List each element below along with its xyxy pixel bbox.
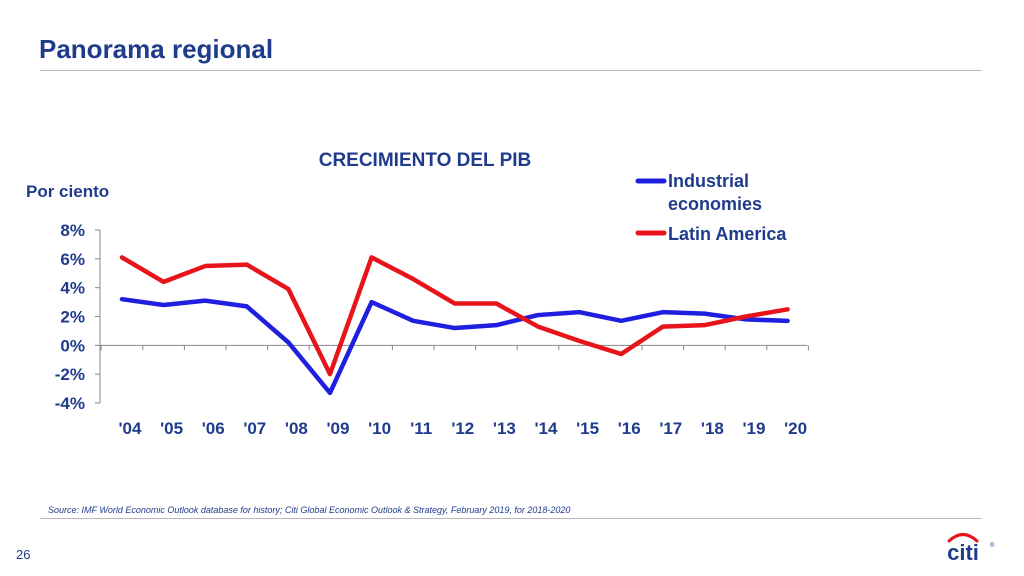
logo-arc-icon — [947, 533, 979, 543]
x-tick-label: '10 — [368, 419, 391, 438]
page-number: 26 — [16, 547, 31, 562]
x-tick-label: '06 — [202, 419, 225, 438]
y-tick-label: 8% — [60, 221, 85, 240]
chart-axes: 8% 6% 4% 2% 0% -2% -4% '04 '05 '06 '07 '08 '09 '10 '11… — [55, 221, 809, 438]
x-tick-label: '12 — [451, 419, 474, 438]
registered-mark-icon: ® — [990, 542, 995, 549]
y-tick-label: 2% — [60, 308, 85, 327]
x-tick-label: '11 — [410, 419, 432, 438]
chart-legend: Industrial economies Latin America — [635, 171, 787, 244]
x-tick-label: '16 — [618, 419, 641, 438]
x-tick-label: '04 — [119, 419, 142, 438]
y-axis-label: Por ciento — [26, 182, 109, 201]
slide-title: Panorama regional — [39, 34, 274, 64]
x-tick-label: '19 — [743, 419, 766, 438]
x-tick-label: '14 — [535, 419, 558, 438]
legend-label: Industrial economies — [668, 171, 762, 214]
y-tick-label: -2% — [55, 365, 85, 384]
x-tick-label: '15 — [576, 419, 599, 438]
x-tick-label: '13 — [493, 419, 516, 438]
citi-logo: citi ® — [947, 533, 995, 565]
y-tick-label: 4% — [60, 279, 85, 298]
gdp-growth-chart: CRECIMIENTO DEL PIB Por ciento 8% 6% 4% 2% 0… — [26, 150, 809, 438]
x-tick-label: '09 — [327, 419, 350, 438]
x-tick-label: '08 — [285, 419, 308, 438]
y-tick-label: 0% — [60, 336, 85, 355]
logo-wordmark: citi — [947, 540, 979, 565]
source-note: Source: IMF World Economic Outlook datab… — [48, 505, 571, 515]
x-tick-label: '05 — [160, 419, 183, 438]
y-tick-label: 6% — [60, 250, 85, 269]
y-tick-label: -4% — [55, 394, 85, 413]
chart-title: CRECIMIENTO DEL PIB — [319, 150, 532, 171]
legend-label: Latin America — [668, 224, 787, 244]
chart-series — [119, 255, 790, 396]
series-line-industrial-economies — [119, 296, 790, 396]
x-tick-label: '17 — [659, 419, 682, 438]
title-divider — [40, 70, 982, 71]
x-tick-label: '18 — [701, 419, 724, 438]
x-tick-label: '20 — [784, 419, 807, 438]
footer-divider — [40, 518, 982, 519]
x-tick-label: '07 — [243, 419, 266, 438]
series-line-latin-america — [119, 255, 790, 377]
